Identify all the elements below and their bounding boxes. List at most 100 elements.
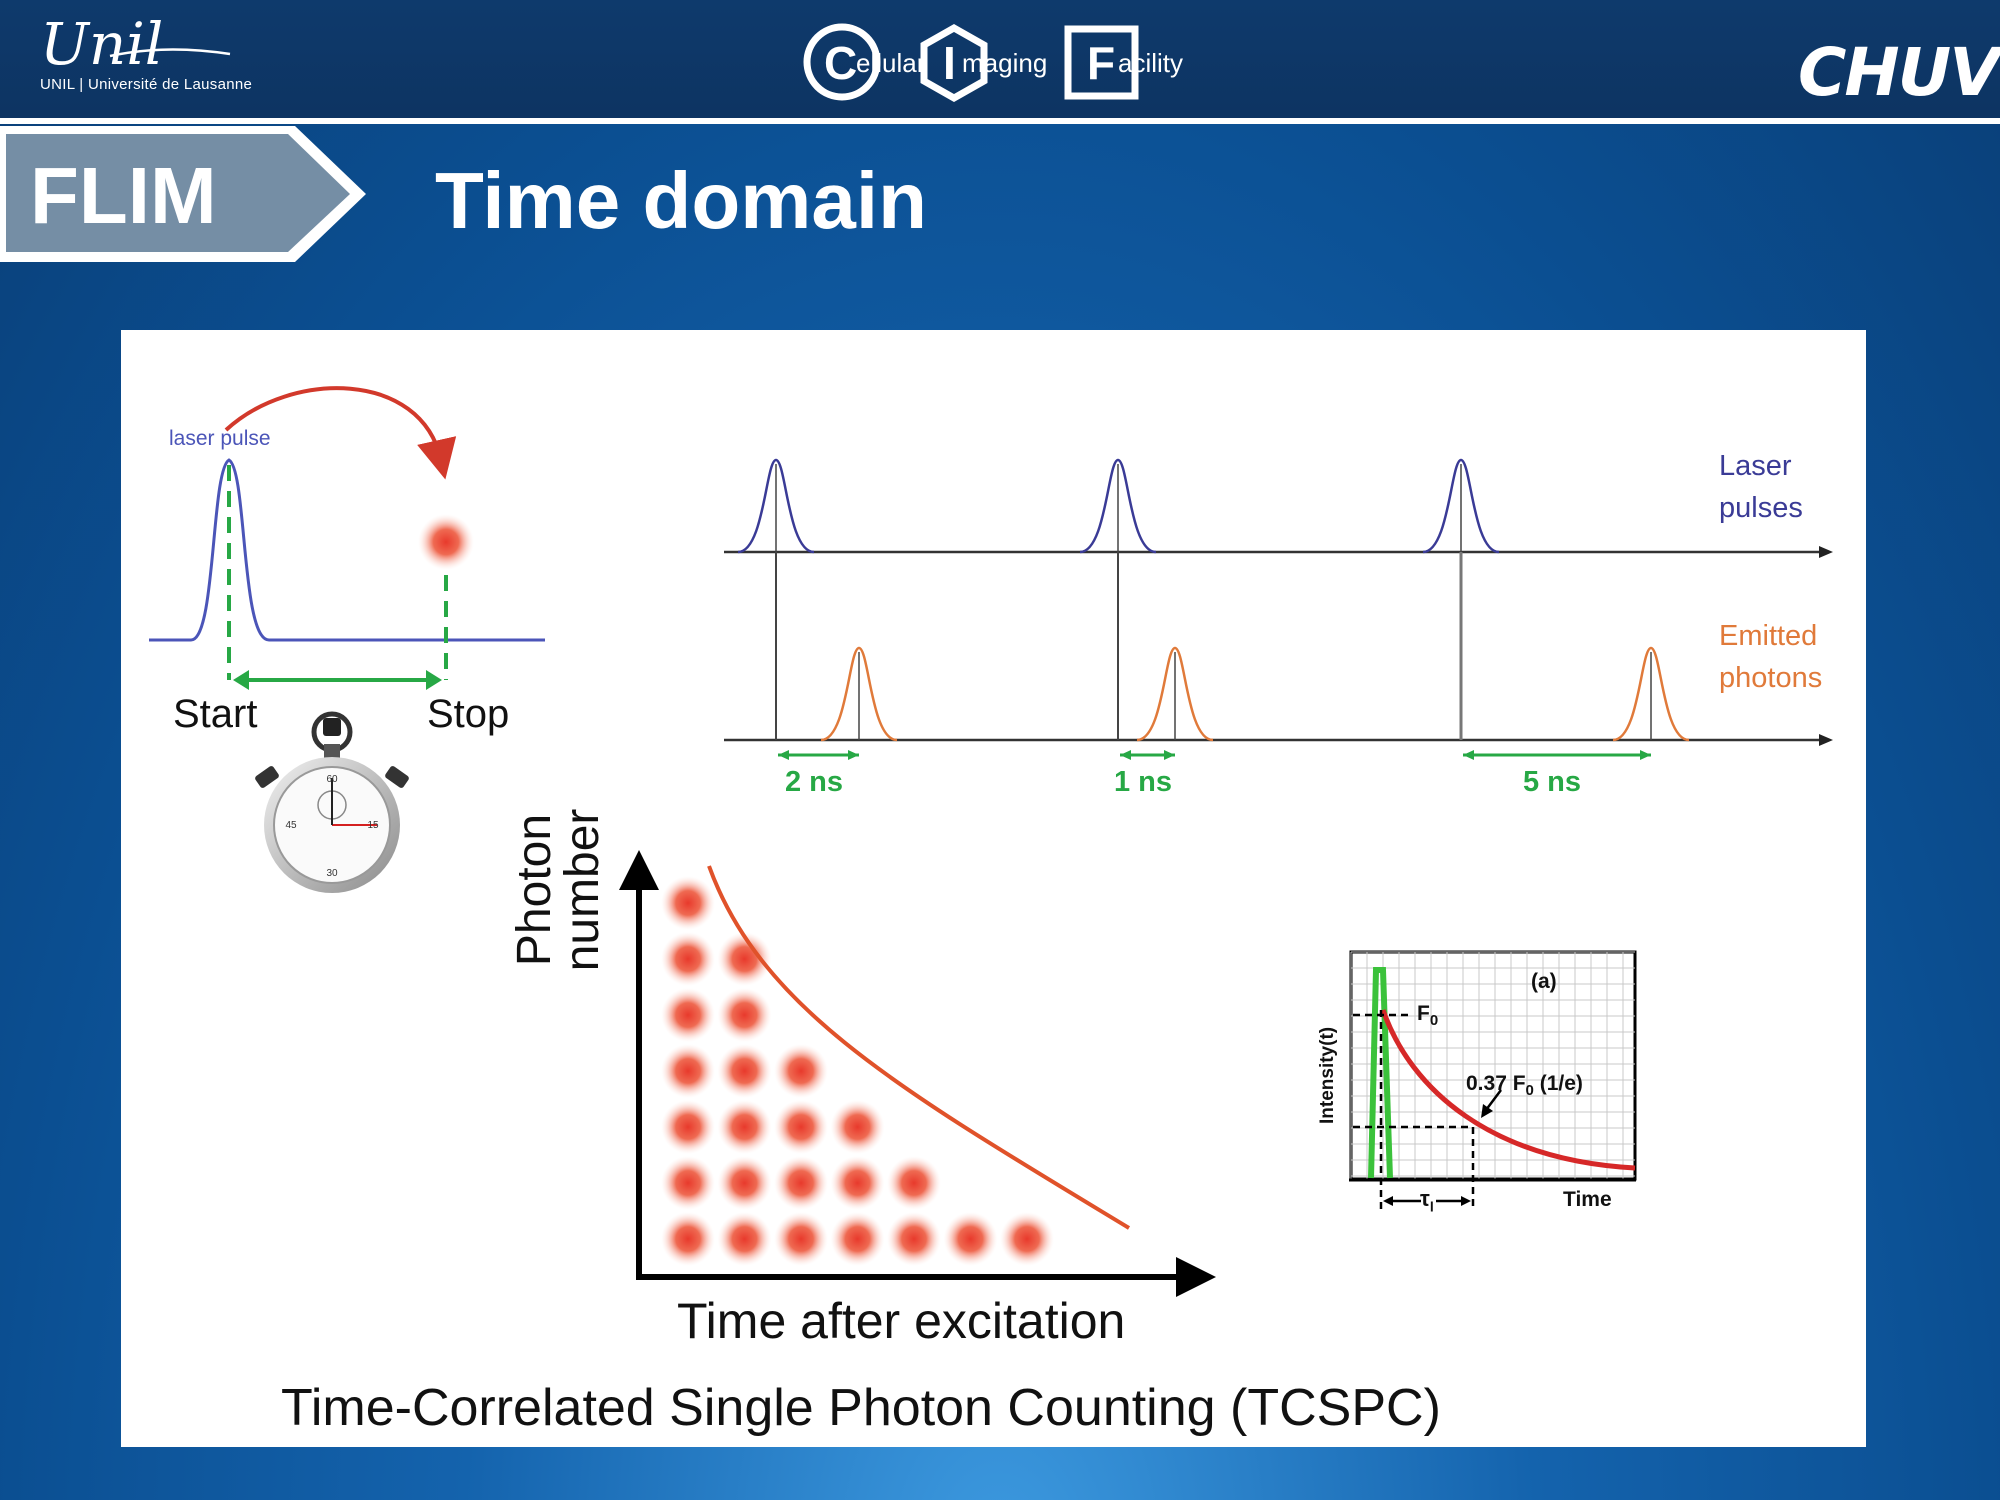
photon-spot-col7-row1 — [1000, 1212, 1054, 1266]
photon-spot-col3-row4 — [774, 1044, 828, 1098]
decay-x-axis-label: Time — [1563, 1188, 1612, 1211]
f0-label-sub: 0 — [1429, 1012, 1439, 1030]
f0-label: F0 — [1417, 1002, 1438, 1029]
photon-number-axis-label: Photon number — [508, 795, 621, 985]
laser-pulse-label: laser pulse — [169, 427, 271, 450]
photon-spot — [418, 514, 474, 570]
photon-number-axis-label-line1: Photon — [508, 813, 561, 967]
laser-axis-arrow-icon — [1819, 546, 1833, 558]
svg-text:60: 60 — [326, 774, 338, 785]
photon-spot-col4-row1 — [830, 1212, 885, 1266]
photon-spot-col1-row7 — [661, 876, 715, 930]
photon-spot-col4-row2 — [830, 1156, 885, 1210]
photon-spot-col3-row2 — [774, 1156, 828, 1210]
photon-spot-col3-row1 — [774, 1212, 828, 1266]
laser-pulse-3 — [1422, 458, 1500, 554]
unil-subtitle: UNIL | Université de Lausanne — [40, 76, 253, 93]
laser-pulses-label-line2: pulses — [1719, 492, 1803, 524]
tcspc-diagram: 60 15 30 45 — [149, 386, 1833, 1297]
photon-spot-col1-row3 — [661, 1100, 715, 1154]
chuv-logo: CHUV — [1798, 34, 2000, 111]
emission-pulse-3 — [1612, 646, 1690, 742]
photon-spot-col5-row1 — [887, 1212, 941, 1266]
pulse-series — [737, 458, 1690, 742]
photon-spot-col2-row5 — [717, 988, 772, 1042]
photon-histogram — [619, 850, 1216, 1297]
intensity-decay-plot — [1349, 950, 1637, 1210]
histogram-spots — [661, 876, 1054, 1266]
content-panel: 60 15 30 45 — [121, 330, 1866, 1447]
tau-label-main: τ — [1420, 1186, 1430, 1211]
header-divider — [0, 118, 2000, 124]
delay-label-3: 5 ns — [1523, 766, 1582, 798]
decay-y-axis-label: Intensity(t) — [1317, 1026, 1338, 1124]
svg-text:30: 30 — [326, 868, 338, 879]
histogram-y-arrow-icon — [619, 850, 659, 890]
tau-label-sub: l — [1429, 1198, 1434, 1215]
timing-diagram — [724, 458, 1833, 760]
decay-panel-label: (a) — [1531, 970, 1557, 993]
stopwatch-icon: 60 15 30 45 — [255, 711, 409, 893]
decay-curve — [707, 865, 1131, 1230]
photon-spot-col1-row6 — [661, 932, 715, 986]
page-title: Time domain — [435, 156, 927, 245]
cif-letter-f: F — [1087, 37, 1116, 89]
interval-arrow-right-icon — [426, 670, 442, 690]
laser-pulse-1 — [737, 458, 815, 554]
interval-arrow-left-icon — [233, 670, 249, 690]
laser-pulses-label-line1: Laser — [1719, 450, 1792, 482]
photon-spot-col2-row2 — [717, 1156, 772, 1210]
svg-text:15: 15 — [367, 820, 379, 831]
emission-pulse-1 — [820, 646, 898, 742]
photon-spot-col1-row2 — [661, 1156, 715, 1210]
photon-spot-col2-row1 — [717, 1212, 772, 1266]
section-tab-shape — [0, 126, 366, 262]
cif-word-facility: acility — [1118, 48, 1184, 78]
cif-letter-c: C — [824, 37, 858, 89]
emitted-photons-label-line2: photons — [1719, 662, 1823, 694]
start-label: Start — [173, 692, 258, 736]
emitted-photons-label: Emitted photons — [1719, 615, 1822, 699]
photon-spot-col4-row3 — [830, 1100, 885, 1154]
photon-spot-col1-row5 — [661, 988, 715, 1042]
photon-spot-col6-row1 — [943, 1212, 998, 1266]
f0-label-main: F — [1417, 1002, 1430, 1025]
emitted-photons-label-line1: Emitted — [1719, 620, 1818, 652]
laser-pulse-trace — [149, 458, 545, 642]
time-after-excitation-label: Time after excitation — [677, 1293, 1126, 1349]
section-tab-label: FLIM — [30, 151, 217, 240]
stop-label: Stop — [427, 692, 510, 736]
fluorescence-decay-curve — [1380, 1009, 1636, 1171]
one-over-e-label-suffix: (1/e) — [1539, 1072, 1583, 1095]
tcspc-caption: Time-Correlated Single Photon Counting (… — [281, 1379, 1441, 1437]
unil-logo-script: Unil — [40, 10, 164, 78]
laser-pulse-2 — [1079, 458, 1157, 554]
photon-spot-col2-row4 — [717, 1044, 772, 1098]
delay-label-1: 2 ns — [785, 766, 844, 798]
excitation-pulse — [1368, 967, 1393, 1179]
cif-letter-i: I — [943, 37, 956, 89]
emission-pulse-2 — [1136, 646, 1214, 742]
photon-number-axis-label-line2: number — [556, 808, 609, 972]
unil-swoosh-icon — [109, 48, 231, 58]
svg-text:45: 45 — [285, 820, 297, 831]
laser-pulses-label: Laser pulses — [1719, 445, 1803, 529]
transfer-arrow — [224, 386, 457, 480]
delay-label-2: 1 ns — [1114, 766, 1173, 798]
one-over-e-label-main: 0.37 F — [1466, 1072, 1526, 1095]
cif-shapes-icon — [803, 23, 1139, 102]
photon-spot-col1-row1 — [661, 1212, 715, 1266]
photon-spot-col1-row4 — [661, 1044, 715, 1098]
histogram-x-arrow-icon — [1176, 1257, 1216, 1297]
photon-axis-arrow-icon — [1819, 734, 1833, 746]
one-over-e-label-sub: 0 — [1525, 1082, 1534, 1100]
tau-label: τl — [1420, 1186, 1434, 1214]
photon-spot-col2-row3 — [717, 1100, 772, 1154]
header-bar: Unil UNIL | Université de Lausanne C ell… — [0, 0, 2000, 118]
unil-logo: Unil UNIL | Université de Lausanne — [40, 14, 252, 93]
cif-word-cellular: ellular — [856, 48, 926, 78]
photon-spot-col2-row6 — [717, 932, 772, 986]
one-over-e-label: 0.37 F0 (1/e) — [1466, 1072, 1583, 1099]
start-stop-sketch — [149, 386, 545, 690]
photon-spot-col3-row3 — [774, 1100, 828, 1154]
